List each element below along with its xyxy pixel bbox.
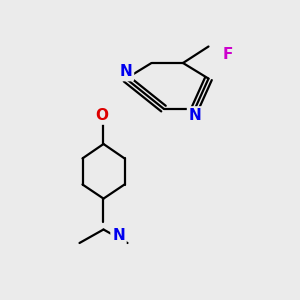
Text: N: N bbox=[112, 228, 125, 243]
Text: N: N bbox=[189, 108, 201, 123]
Text: O: O bbox=[95, 108, 109, 123]
Text: F: F bbox=[223, 46, 233, 62]
Text: N: N bbox=[120, 64, 132, 80]
